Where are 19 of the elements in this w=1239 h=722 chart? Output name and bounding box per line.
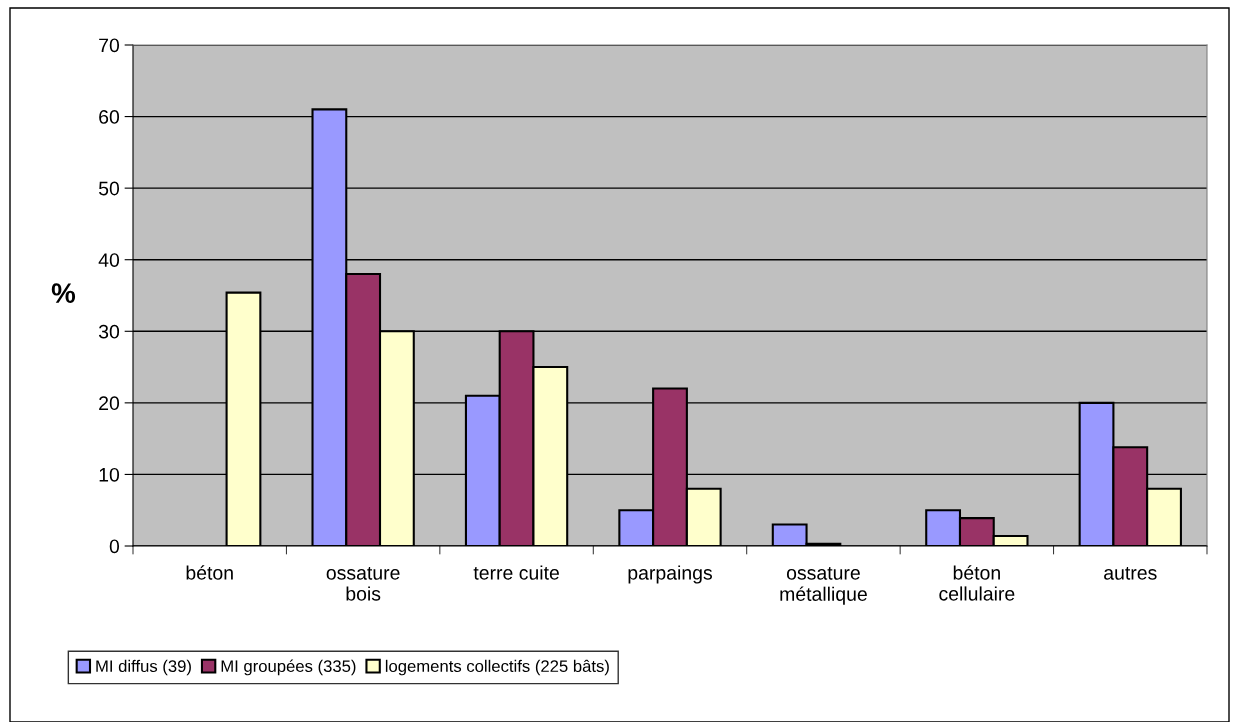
y-tick-label: 20 (99, 396, 120, 411)
y-tick-label: 40 (98, 253, 120, 267)
y-tick-label: 50 (98, 181, 120, 196)
x-tick-label: béton (186, 565, 233, 580)
x-tick-label: ossature bois (326, 566, 400, 601)
legend-label: MI diffus (39) (96, 659, 191, 676)
x-tick-label: ossature métallique (780, 566, 867, 605)
y-tick-label: 60 (99, 110, 120, 124)
legend-label: logements collectifs (225 bâts) (385, 659, 609, 676)
y-tick-label: 30 (98, 324, 120, 339)
x-tick-label: autres (1104, 566, 1157, 580)
x-tick-label: terre cuite (473, 565, 559, 580)
y-tick-label: 70 (99, 38, 120, 53)
legend-label: MI groupées (335) (221, 659, 356, 676)
y-tick-label: 0 (109, 539, 120, 554)
y-tick-label: 10 (99, 467, 120, 482)
y-axis-title: % (51, 283, 76, 303)
x-tick-label: parpaings (628, 565, 712, 584)
x-tick-label: béton cellulaire (939, 565, 1015, 601)
